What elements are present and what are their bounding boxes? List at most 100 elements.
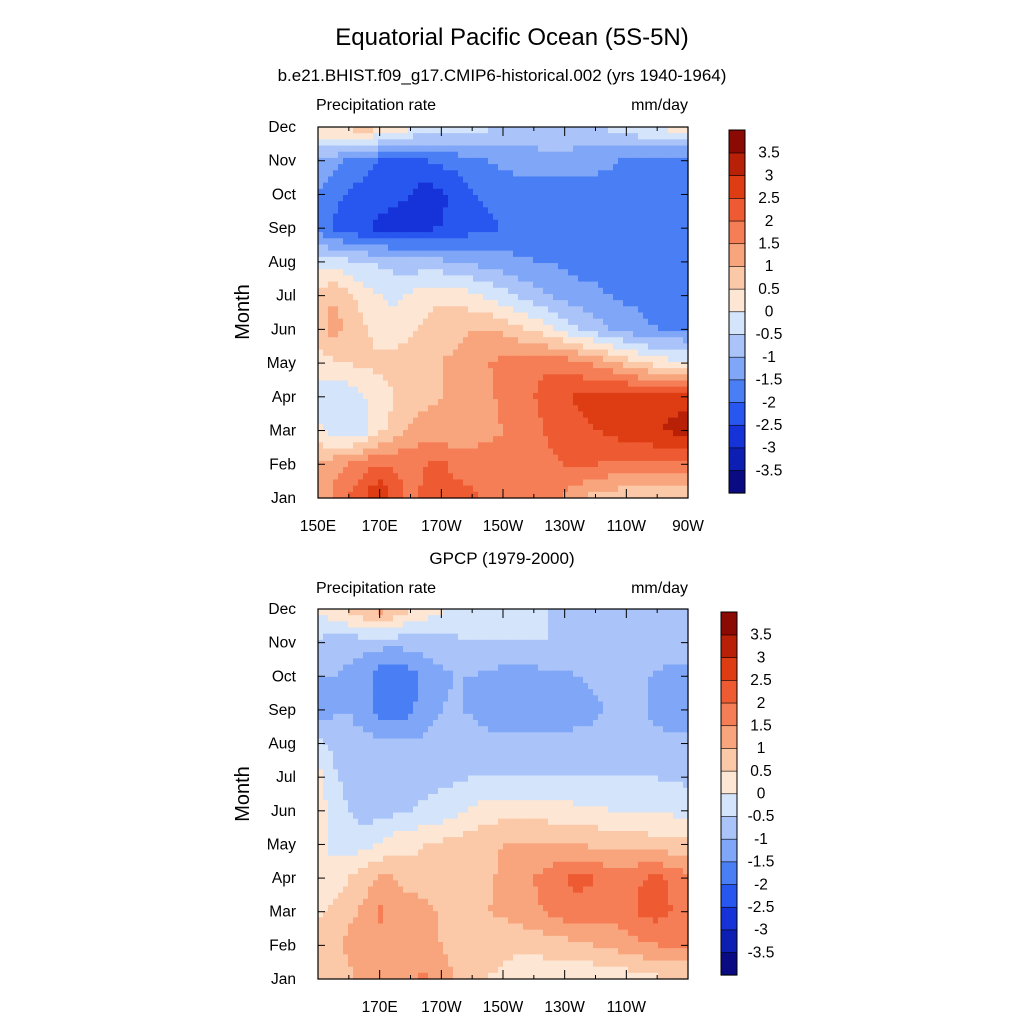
heatmap-cell (348, 188, 354, 196)
heatmap-cell (393, 633, 399, 641)
heatmap-cell (538, 201, 544, 208)
heatmap-cell (408, 312, 414, 320)
heatmap-cell (378, 275, 384, 283)
heatmap-cell (648, 287, 654, 295)
heatmap-cell (593, 263, 599, 270)
heatmap-cell (498, 306, 504, 314)
heatmap-cell (653, 368, 659, 375)
heatmap-cell (363, 411, 369, 419)
heatmap-cell (673, 349, 679, 357)
heatmap-cell (398, 195, 404, 202)
heatmap-cell (553, 460, 559, 468)
heatmap-cell (653, 238, 659, 246)
heatmap-cell (598, 473, 604, 481)
heatmap-cell (673, 238, 679, 246)
heatmap-cell (653, 225, 659, 233)
heatmap-cell (473, 306, 479, 314)
heatmap-cell (488, 621, 494, 629)
heatmap-cell (663, 232, 669, 239)
heatmap-cell (323, 232, 329, 239)
heatmap-cell (528, 386, 534, 394)
heatmap-cell (458, 411, 464, 419)
heatmap-cell (668, 244, 674, 252)
heatmap-cell (358, 429, 364, 437)
heatmap-cell (573, 306, 579, 314)
heatmap-cell (348, 615, 354, 622)
heatmap-cell (328, 164, 334, 171)
heatmap-cell (458, 485, 464, 493)
heatmap-cell (633, 164, 639, 171)
heatmap-cell (453, 331, 459, 338)
heatmap-cell (668, 312, 674, 320)
heatmap-cell (478, 306, 484, 314)
heatmap-cell (378, 281, 384, 289)
heatmap-cell (643, 399, 649, 406)
heatmap-cell (598, 337, 604, 345)
heatmap-cell (438, 473, 444, 481)
heatmap-cell (563, 392, 569, 400)
heatmap-cell (553, 219, 559, 227)
heatmap-cell (543, 201, 549, 208)
heatmap-cell (478, 238, 484, 246)
heatmap-cell (593, 139, 599, 147)
heatmap-cell (553, 244, 559, 252)
heatmap-cell (658, 244, 664, 252)
heatmap-cell (528, 139, 534, 147)
heatmap-cell (618, 293, 624, 301)
heatmap-cell (588, 627, 594, 635)
heatmap-cell (518, 331, 524, 338)
heatmap-cell (498, 411, 504, 419)
heatmap-cell (453, 392, 459, 400)
heatmap-cell (558, 392, 564, 400)
heatmap-cell (558, 250, 564, 258)
heatmap-cell (353, 139, 359, 147)
heatmap-cell (468, 473, 474, 481)
heatmap-cell (478, 609, 484, 616)
heatmap-cell (378, 436, 384, 443)
heatmap-cell (403, 633, 409, 641)
heatmap-cell (523, 324, 529, 332)
heatmap-cell (353, 355, 359, 363)
heatmap-cell (428, 263, 434, 270)
heatmap-cell (498, 238, 504, 246)
heatmap-cell (628, 201, 634, 208)
heatmap-cell (658, 485, 664, 493)
heatmap-cell (648, 219, 654, 227)
heatmap-cell (643, 225, 649, 233)
heatmap-cell (508, 491, 514, 499)
heatmap-cell (628, 467, 634, 474)
heatmap-cell (318, 633, 324, 641)
heatmap-cell (528, 411, 534, 419)
heatmap-cell (548, 361, 554, 369)
heatmap-cell (433, 380, 439, 388)
heatmap-cell (608, 368, 614, 375)
heatmap-cell (408, 405, 414, 413)
heatmap-cell (408, 473, 414, 481)
heatmap-cell (548, 467, 554, 474)
heatmap-cell (488, 473, 494, 481)
heatmap-cell (583, 300, 589, 307)
heatmap-cell (598, 232, 604, 239)
heatmap-cell (378, 188, 384, 196)
heatmap-cell (333, 633, 339, 641)
heatmap-cell (533, 176, 539, 184)
heatmap-cell (618, 485, 624, 493)
heatmap-cell (338, 411, 344, 419)
heatmap-cell (668, 207, 674, 215)
heatmap-cell (428, 331, 434, 338)
heatmap-cell (563, 176, 569, 184)
heatmap-cell (573, 392, 579, 400)
heatmap-cell (648, 269, 654, 276)
heatmap-cell (458, 157, 464, 165)
heatmap-cell (363, 491, 369, 499)
heatmap-cell (473, 609, 479, 616)
heatmap-cell (383, 151, 389, 159)
heatmap-cell (353, 269, 359, 276)
heatmap-cell (638, 473, 644, 481)
heatmap-cell (533, 250, 539, 258)
heatmap-cell (548, 491, 554, 499)
heatmap-cell (678, 213, 684, 221)
heatmap-cell (323, 324, 329, 332)
heatmap-cell (363, 275, 369, 283)
heatmap-cell (448, 195, 454, 202)
